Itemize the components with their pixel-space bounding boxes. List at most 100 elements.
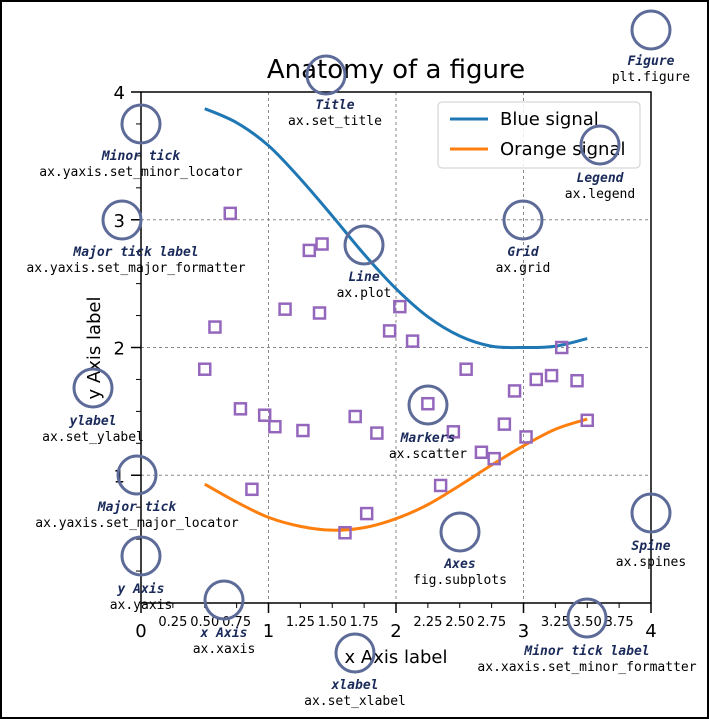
line-blue-signal (204, 107, 588, 350)
y-tick-label: 2 (114, 339, 125, 360)
scatter-marker (233, 402, 248, 416)
scatter-marker (446, 425, 461, 439)
scatter-marker (519, 430, 533, 444)
legend-label: Blue signal (500, 109, 599, 130)
minor-tick-callout-circle (120, 103, 162, 145)
scatter-marker (570, 373, 584, 388)
scatter-marker (487, 451, 501, 466)
line-callout-circle (343, 224, 385, 266)
legend-box (437, 101, 641, 169)
legend-callout-code: ax.legend (565, 187, 635, 202)
x-axis-callout-circle (203, 579, 245, 621)
y-axis-label: y Axis label (84, 297, 105, 400)
y-tick-label: 3 (114, 211, 125, 232)
chart-title: Anatomy of a figure (267, 55, 525, 85)
title-callout-circle (305, 54, 347, 96)
scatter-marker (544, 368, 559, 383)
x-minor-tick-label: 3.25 (541, 615, 570, 630)
legend: Blue signal Orange signal (437, 101, 641, 169)
scatter-marker (459, 362, 473, 376)
scatter-marker (208, 320, 222, 334)
y-axis-callout-title: y Axis (117, 582, 165, 597)
spine-callout-code: ax.spines (616, 555, 686, 570)
axes-callout-circle (439, 511, 481, 553)
scatter-marker (296, 423, 310, 438)
scatter-marker (198, 362, 212, 376)
x-minor-tick-label: 1.25 (286, 615, 315, 630)
ylabel-callout-circle (72, 367, 114, 409)
x-minor-tick-label: 1.50 (318, 615, 347, 630)
scatter-marker (382, 324, 397, 338)
scatter-marker (359, 506, 374, 521)
markers-callout-circle (407, 384, 449, 426)
scatter-marker (421, 396, 435, 411)
minor-tick-callout-title: Minor tick (101, 149, 181, 164)
x-tick-label: 0 (135, 621, 146, 642)
xlabel-callout-title: xlabel (331, 678, 379, 693)
major-tick-label-callout-title: Major tick label (72, 245, 198, 260)
scatter-marker (507, 384, 522, 398)
x-tick-label: 1 (263, 621, 274, 642)
minor-tick-label-callout-title: Minor tick label (523, 644, 649, 659)
scatter-marker (370, 426, 384, 440)
scatter-marker (257, 408, 272, 422)
major-tick-callout-title: Major tick (97, 500, 177, 515)
major-tick-label-callout-code: ax.yaxis.set_major_formatter (26, 261, 245, 276)
axes-callout-title: Axes (443, 557, 475, 572)
scatter-marker (529, 372, 543, 387)
x-tick-label: 4 (645, 621, 656, 642)
xlabel-callout-circle (334, 632, 376, 674)
scatter-marker (302, 243, 317, 258)
line-orange-signal (204, 417, 588, 532)
x-axis-callout-code: ax.xaxis (193, 642, 256, 657)
x-minor-tick-label: 3.75 (605, 615, 634, 630)
scatter-marker (245, 482, 259, 497)
scatter-marker (315, 237, 329, 251)
scatter-marker (497, 417, 512, 431)
legend-label: Orange signal (500, 139, 625, 160)
x-minor-tick-label: 1.75 (350, 615, 379, 630)
grid-callout-title: Grid (507, 245, 539, 260)
markers-callout-code: ax.scatter (389, 447, 467, 462)
x-axis-callout-title: x Axis (200, 626, 248, 641)
scatter-marker (312, 306, 327, 320)
y-axis-callout-circle (120, 535, 162, 577)
scatter-marker (393, 299, 407, 314)
axes-callout-code: fig.subplots (413, 573, 507, 588)
x-tick-label: 3 (518, 621, 529, 642)
spine-callout-circle (630, 492, 672, 534)
legend-callout-title: Legend (577, 171, 625, 186)
figure-callout-code: plt.figure (612, 70, 690, 85)
grid-callout-code: ax.grid (496, 261, 551, 276)
grid-callout-circle (502, 199, 544, 241)
scatter-marker (268, 419, 282, 434)
x-minor-tick-label: 2.75 (477, 615, 506, 630)
title-callout-code: ax.set_title (288, 114, 382, 129)
minor-tick-callout-code: ax.yaxis.set_minor_locator (39, 165, 243, 180)
scatter-marker (348, 409, 362, 424)
title-callout-title: Title (315, 98, 354, 113)
major-tick-label-callout-circle (101, 199, 143, 241)
x-tick-label: 2 (390, 621, 401, 642)
x-minor-tick-label: 0.50 (190, 615, 219, 630)
scatter-marker (580, 413, 594, 428)
x-minor-tick-label: 0.25 (158, 615, 187, 630)
markers-callout-title: Markers (400, 431, 456, 446)
ylabel-callout-title: ylabel (69, 414, 117, 429)
figure-callout-circle (630, 9, 672, 51)
minor-tick-label-callout-circle (566, 597, 608, 639)
scatter-marker (555, 340, 569, 355)
legend-callout-circle (579, 124, 621, 166)
line-callout-title: Line (348, 270, 379, 285)
scatter-marker (433, 478, 448, 493)
y-tick-label: 4 (114, 83, 125, 104)
x-minor-tick-label: 2.25 (413, 615, 442, 630)
scatter-marker (223, 206, 237, 221)
major-tick-callout-code: ax.yaxis.set_major_locator (35, 516, 239, 531)
minor-tick-label-callout-code: ax.xaxis.set_minor_formatter (477, 660, 696, 675)
x-axis-label: x Axis label (345, 647, 448, 668)
